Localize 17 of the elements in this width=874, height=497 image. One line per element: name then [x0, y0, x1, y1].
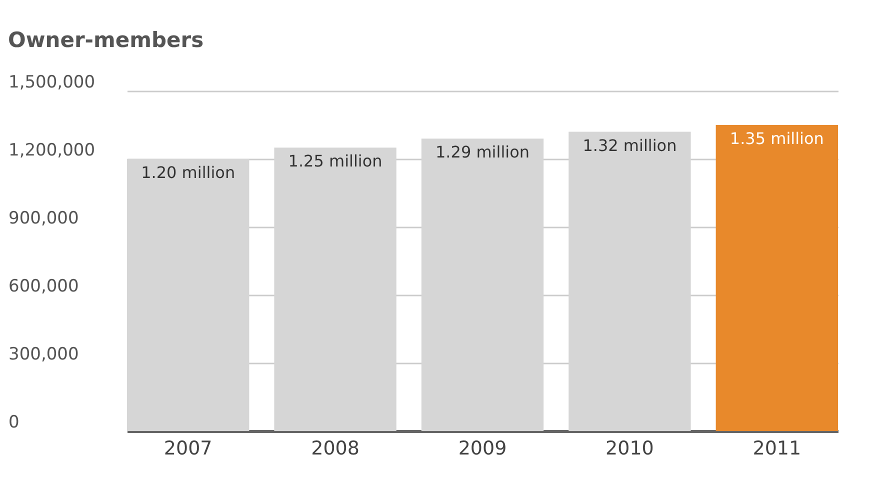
y-tick-label: 1,200,000	[8, 140, 96, 160]
y-tick-label: 300,000	[8, 344, 79, 364]
x-tick-label: 2009	[458, 438, 507, 460]
data-label: 1.25 million	[288, 152, 382, 171]
data-label: 1.32 million	[582, 136, 677, 155]
x-tick-label: 2011	[752, 438, 802, 460]
data-label: 1.35 million	[730, 129, 824, 148]
y-tick-label: 900,000	[8, 208, 79, 228]
data-label: 1.20 million	[141, 163, 236, 182]
y-tick-label: 600,000	[8, 276, 79, 296]
data-label: 1.29 million	[435, 142, 530, 162]
x-tick-label: 2010	[606, 438, 654, 460]
x-tick-label: 2007	[164, 438, 212, 460]
y-tick-label: 1,500,000	[8, 72, 96, 92]
chart-title: Owner-members	[8, 28, 204, 52]
x-tick-label: 2008	[311, 438, 360, 460]
y-tick-label: 0	[8, 412, 20, 432]
